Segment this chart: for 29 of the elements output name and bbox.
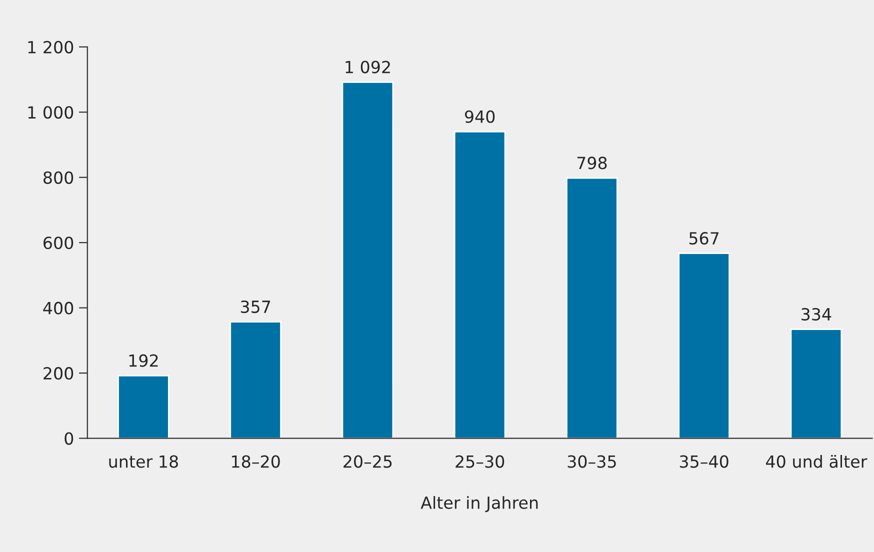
y-tick-label: 1 200 [28, 40, 74, 54]
data-label: 334 [802, 308, 832, 321]
y-tick-label: 0 [64, 432, 74, 445]
y-tick-label: 600 [44, 236, 74, 250]
bar [454, 131, 506, 438]
bar [230, 321, 282, 438]
data-label: 567 [689, 232, 719, 245]
x-tick-label: 30–35 [568, 455, 616, 468]
data-label: 798 [577, 156, 607, 170]
x-tick-label: 35–40 [680, 455, 728, 468]
bar [342, 81, 394, 438]
data-label: 192 [129, 354, 158, 367]
y-tick-label: 1 000 [28, 106, 74, 119]
data-label: 1 092 [346, 60, 390, 74]
x-tick-label: 18–20 [232, 455, 280, 468]
data-label: 940 [464, 110, 495, 123]
data-label: 357 [240, 300, 270, 314]
y-tick-label: 800 [44, 171, 74, 184]
x-axis-title: Alter in Jahren [420, 496, 538, 512]
x-tick-label: 25–30 [456, 455, 504, 468]
bar [118, 374, 170, 438]
bar [790, 328, 842, 438]
y-tick-label: 200 [44, 367, 74, 380]
y-tick-label: 400 [43, 302, 74, 314]
bar [678, 252, 730, 438]
x-tick-label: 40 und älter [766, 454, 868, 468]
x-tick-label: unter 18 [109, 455, 178, 468]
bar [566, 177, 618, 438]
x-tick-label: 20–25 [344, 455, 392, 468]
